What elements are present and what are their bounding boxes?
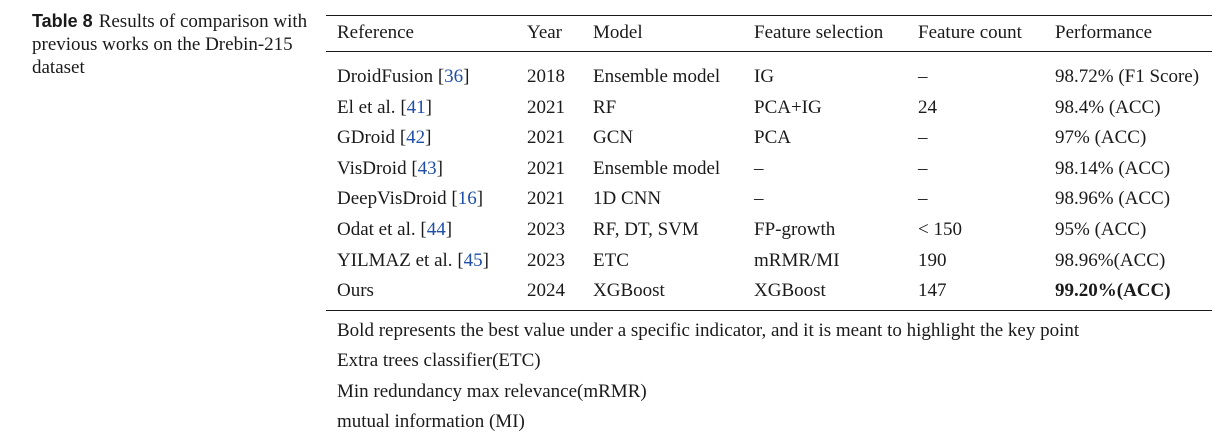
citation-link[interactable]: 45 <box>463 249 483 271</box>
cell-feature-count: – <box>918 157 928 179</box>
citation-link[interactable]: 36 <box>444 66 464 87</box>
table-row: Ours 2024 XGBoost XGBoost 147 99.20%(ACC) <box>0 279 1230 303</box>
cell-feature-count: – <box>918 127 928 149</box>
table-caption-label: Table 8 <box>32 11 93 31</box>
cell-performance: 99.20%(ACC) <box>1055 280 1171 302</box>
table-row: YILMAZ et al. [45] 2023 ETC mRMR/MI 190 98.96… <box>0 249 1230 273</box>
reference-name: DeepVisDroid <box>337 188 447 210</box>
cell-reference: DroidFusion [36] <box>337 66 470 87</box>
cell-year: 2021 <box>527 157 565 179</box>
citation-link[interactable]: 44 <box>426 219 446 240</box>
cell-feature-selection: – <box>754 157 764 179</box>
reference-name: GDroid <box>337 127 396 149</box>
cell-year: 2021 <box>527 188 565 210</box>
table-caption-text: Results of comparison with previous work… <box>32 11 308 78</box>
header-feature-count: Feature count <box>918 22 1022 43</box>
table-note: Bold represents the best value under a s… <box>337 320 1080 341</box>
table-bottom-rule <box>326 310 1212 311</box>
cell-feature-selection: XGBoost <box>754 280 826 302</box>
header-feature-selection: Feature selection <box>754 22 884 43</box>
cell-year: 2018 <box>527 66 565 87</box>
cell-model: RF, DT, SVM <box>593 219 699 240</box>
cell-year: 2023 <box>527 219 565 240</box>
citation-link[interactable]: 41 <box>406 96 426 118</box>
table-row: El et al. [41] 2021 RF PCA+IG 24 98.4% (ACC) <box>0 96 1230 120</box>
cell-feature-selection: mRMR/MI <box>754 249 840 271</box>
table-caption: Table 8 Results of comparison with previo… <box>32 10 322 79</box>
cell-performance: 98.14% (ACC) <box>1055 157 1171 179</box>
cell-reference: YILMAZ et al. [45] <box>337 249 489 271</box>
cell-model: RF <box>593 96 617 118</box>
table-row: VisDroid [43] 2021 Ensemble model – – 98.14% … <box>0 157 1230 181</box>
cell-year: 2021 <box>527 127 565 149</box>
cell-model: XGBoost <box>593 280 665 302</box>
cell-feature-count: < 150 <box>918 219 962 240</box>
cell-feature-selection: PCA <box>754 127 791 149</box>
cell-model: Ensemble model <box>593 66 721 87</box>
reference-name: YILMAZ et al. <box>337 249 453 271</box>
citation-link[interactable]: 16 <box>457 188 477 210</box>
cell-reference: Odat et al. [44] <box>337 219 453 240</box>
table-header-rule <box>326 51 1212 52</box>
table-note: Min redundancy max relevance(mRMR) <box>337 381 647 402</box>
cell-reference: GDroid [42] <box>337 127 432 149</box>
table-row: Odat et al. [44] 2023 RF, DT, SVM FP-growth… <box>0 218 1230 242</box>
cell-performance: 95% (ACC) <box>1055 219 1147 240</box>
cell-feature-selection: – <box>754 188 764 210</box>
cell-reference: DeepVisDroid [16] <box>337 188 484 210</box>
cell-feature-count: – <box>918 66 928 87</box>
cell-performance: 98.96%(ACC) <box>1055 249 1166 271</box>
reference-name: DroidFusion <box>337 66 434 87</box>
table-row: DeepVisDroid [16] 2021 1D CNN – – 98.96% (ACC… <box>0 187 1230 211</box>
citation-link[interactable]: 43 <box>417 157 437 179</box>
cell-feature-count: 147 <box>918 280 947 302</box>
cell-performance: 98.96% (ACC) <box>1055 188 1171 210</box>
table-header-row: Reference Year Model Feature selection F… <box>0 21 1230 45</box>
table-row: DroidFusion [36] 2018 Ensemble model IG – 98.… <box>0 65 1230 89</box>
cell-model: GCN <box>593 127 634 149</box>
cell-feature-selection: PCA+IG <box>754 96 822 118</box>
table-row: GDroid [42] 2021 GCN PCA – 97% (ACC) <box>0 126 1230 150</box>
cell-reference: VisDroid [43] <box>337 157 443 179</box>
cell-feature-selection: IG <box>754 66 775 87</box>
reference-name: Odat et al. <box>337 219 416 240</box>
cell-model: 1D CNN <box>593 188 662 210</box>
cell-year: 2021 <box>527 96 565 118</box>
cell-performance: 98.4% (ACC) <box>1055 96 1161 118</box>
citation-link[interactable]: 42 <box>406 127 426 149</box>
cell-year: 2023 <box>527 249 565 271</box>
header-performance: Performance <box>1055 22 1153 43</box>
table-note: mutual information (MI) <box>337 411 525 432</box>
reference-name: VisDroid <box>337 157 407 179</box>
table-note: Extra trees classifier(ETC) <box>337 350 541 371</box>
cell-performance: 97% (ACC) <box>1055 127 1147 149</box>
cell-performance: 98.72% (F1 Score) <box>1055 66 1200 87</box>
header-reference: Reference <box>337 22 414 43</box>
reference-name: El et al. <box>337 96 396 118</box>
cell-reference: Ours <box>337 279 374 303</box>
table-top-rule <box>326 15 1212 16</box>
cell-feature-selection: FP-growth <box>754 219 836 240</box>
header-year: Year <box>527 22 563 43</box>
cell-reference: El et al. [41] <box>337 96 432 118</box>
cell-year: 2024 <box>527 280 565 302</box>
header-model: Model <box>593 22 643 43</box>
reference-name: Ours <box>337 280 374 302</box>
cell-feature-count: 190 <box>918 249 947 271</box>
cell-feature-count: 24 <box>918 96 937 118</box>
cell-model: Ensemble model <box>593 157 721 179</box>
cell-model: ETC <box>593 249 629 271</box>
cell-feature-count: – <box>918 188 928 210</box>
